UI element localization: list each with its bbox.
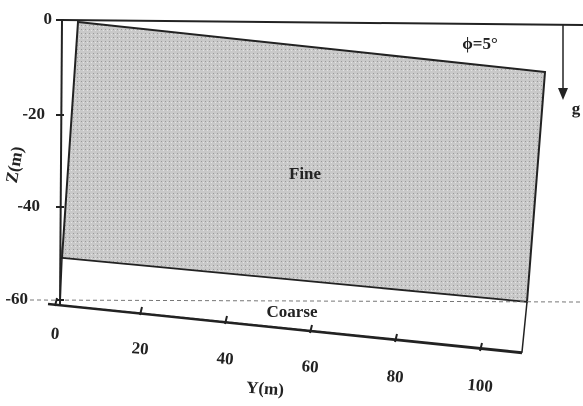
y-axis-label: Y(m) <box>246 378 285 400</box>
z-tick-label: -20 <box>22 104 45 123</box>
gravity-arrowhead <box>558 88 568 100</box>
angle-label: ϕ=5° <box>462 34 498 53</box>
z-tick-label: 0 <box>44 9 53 28</box>
dashed-line <box>29 299 583 303</box>
z-axis-label: Z(m) <box>2 145 27 185</box>
y-tick <box>394 333 398 343</box>
y-tick-label: 20 <box>131 338 150 358</box>
z-tick-label: -60 <box>5 289 28 308</box>
y-tick-label: 80 <box>386 366 405 386</box>
z-axis <box>59 19 63 306</box>
reference-line <box>61 19 583 26</box>
y-tick <box>309 324 313 334</box>
coarse-label: Coarse <box>267 302 318 321</box>
gravity-label: g <box>572 99 581 118</box>
y-axis <box>47 302 523 355</box>
z-tick-label: -40 <box>17 196 40 215</box>
fine-layer <box>60 20 547 304</box>
y-tick-label: 0 <box>50 324 60 344</box>
y-tick <box>54 297 58 307</box>
y-tick <box>479 342 483 352</box>
fine-label: Fine <box>289 164 322 183</box>
y-tick <box>224 315 228 325</box>
y-tick-label: 40 <box>216 348 235 368</box>
y-tick-label: 60 <box>301 356 320 376</box>
y-tick <box>139 306 143 316</box>
y-tick-label: 100 <box>467 375 494 396</box>
